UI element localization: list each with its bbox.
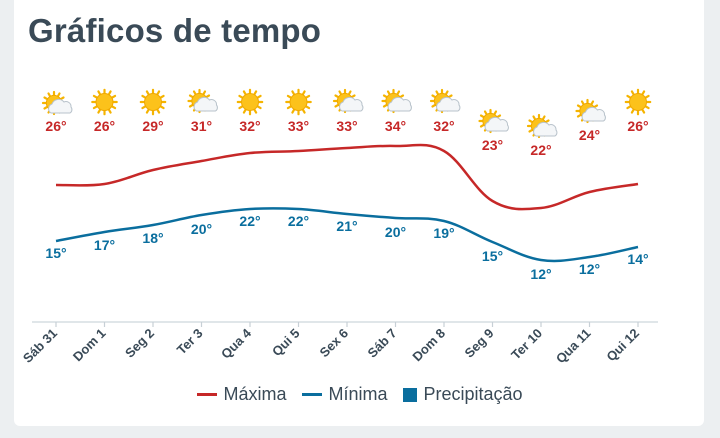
partly-cloudy-icon: [429, 88, 461, 114]
series-line-min: [55, 207, 639, 263]
legend-precip-label: Precipitação: [423, 384, 523, 404]
max-temp-label: 32°: [433, 118, 454, 134]
min-temp-label: 12°: [530, 266, 551, 282]
min-temp-label: 22°: [288, 213, 309, 229]
x-tick-label: Sáb 7: [364, 326, 399, 361]
max-temp-label: 22°: [530, 142, 551, 158]
min-temp-label: 20°: [191, 221, 212, 237]
max-temp-label: 33°: [288, 118, 309, 134]
max-temp-label: 34°: [385, 118, 406, 134]
x-tick-label: Qui 12: [603, 326, 642, 365]
weather-chart-card: Gráficos de tempo: [14, 0, 704, 426]
page-title: Gráficos de tempo: [28, 12, 322, 49]
x-tick-label: Qua 4: [218, 325, 255, 362]
sun-icon: [236, 88, 264, 116]
x-tick-label: Seg 9: [461, 326, 496, 361]
max-temp-label: 26°: [627, 118, 648, 134]
min-temp-label: 21°: [336, 218, 357, 234]
x-tick-label: Qui 5: [269, 326, 303, 360]
x-tick-label: Seg 2: [122, 326, 157, 361]
series-line-max: [55, 143, 639, 211]
x-tick-label: Qua 11: [553, 326, 594, 367]
legend-max-swatch: [197, 393, 218, 396]
partly-cloudy-icon: [187, 88, 218, 114]
max-temp-label: 32°: [239, 118, 260, 134]
sun-icon: [285, 88, 312, 116]
x-tick-label: Sex 6: [316, 326, 351, 361]
legend-item-min[interactable]: Mínima: [302, 384, 387, 405]
partly-cloudy-icon: [332, 88, 364, 114]
x-tick-label: Ter 3: [174, 326, 206, 358]
sun-icon: [624, 88, 652, 116]
chart-legend: Máxima Mínima Precipitação: [0, 384, 720, 405]
legend-min-swatch: [302, 393, 323, 396]
legend-min-label: Mínima: [328, 384, 388, 404]
min-temp-label: 15°: [45, 245, 66, 261]
max-temp-label: 26°: [94, 118, 115, 134]
legend-item-max[interactable]: Máxima: [197, 384, 286, 405]
x-tick-label: Ter 10: [508, 326, 545, 363]
max-temp-label: 24°: [579, 127, 600, 143]
partly-cloudy-icon: [41, 90, 73, 116]
max-temp-label: 23°: [482, 137, 503, 153]
min-temp-label: 12°: [579, 261, 600, 277]
partly-cloudy-icon: [526, 113, 558, 139]
max-temp-label: 29°: [142, 118, 163, 134]
sun-icon: [91, 88, 118, 116]
min-temp-label: 18°: [142, 230, 163, 246]
legend-item-precip[interactable]: Precipitação: [403, 384, 523, 405]
min-temp-label: 14°: [627, 251, 648, 267]
partly-cloudy-icon: [381, 88, 412, 114]
x-tick-label: Dom 1: [70, 326, 109, 365]
partly-cloudy-icon: [575, 98, 606, 124]
min-temp-label: 22°: [239, 213, 260, 229]
min-temp-label: 17°: [94, 237, 115, 253]
max-temp-label: 26°: [45, 118, 66, 134]
legend-precip-swatch: [403, 387, 418, 402]
max-temp-label: 33°: [336, 118, 357, 134]
partly-cloudy-icon: [478, 108, 509, 134]
x-tick-label: Dom 8: [409, 326, 448, 365]
x-tick-label: Sáb 31: [20, 326, 60, 366]
min-temp-label: 20°: [385, 224, 406, 240]
sun-icon: [139, 88, 167, 116]
min-temp-label: 15°: [482, 248, 503, 264]
max-temp-label: 31°: [191, 118, 212, 134]
legend-max-label: Máxima: [223, 384, 287, 404]
min-temp-label: 19°: [433, 225, 454, 241]
